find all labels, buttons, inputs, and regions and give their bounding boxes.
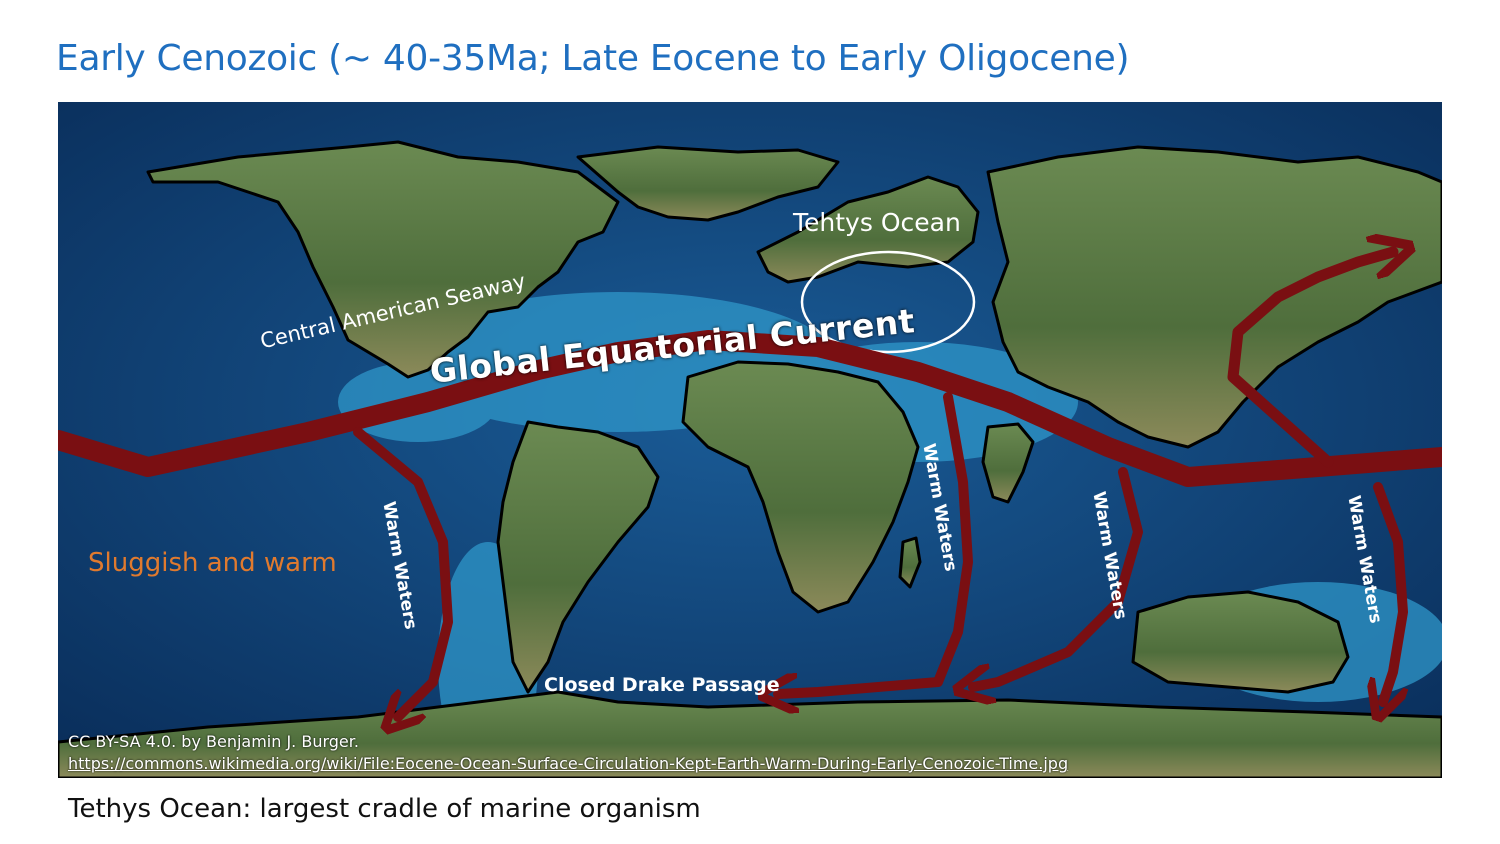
warm-water-arrow-indian	[973, 467, 1143, 687]
warm-water-arrow-atlantic	[353, 427, 453, 717]
caption: Tethys Ocean: largest cradle of marine o…	[68, 794, 701, 824]
asia-landmass	[986, 145, 1442, 449]
map-graphic	[58, 102, 1442, 778]
paleogeographic-map: Tehtys Ocean Central American Seaway Glo…	[58, 102, 1442, 778]
credit-line: CC BY-SA 4.0. by Benjamin J. Burger.	[68, 732, 359, 751]
greenland-landmass	[576, 145, 840, 222]
closed-drake-passage-label: Closed Drake Passage	[544, 674, 780, 696]
warm-water-arrow-east-africa	[778, 392, 973, 694]
current-arrows	[58, 252, 1442, 717]
tethys-ocean-label: Tehtys Ocean	[793, 208, 961, 237]
madagascar-landmass	[898, 536, 922, 589]
north-america-landmass	[146, 140, 620, 379]
south-america-landmass	[496, 420, 660, 694]
credit-url-link[interactable]: https://commons.wikimedia.org/wiki/File:…	[68, 754, 1068, 773]
page-title: Early Cenozoic (~ 40-35Ma; Late Eocene t…	[56, 38, 1130, 79]
africa-landmass	[681, 360, 920, 614]
global-equatorial-current	[58, 330, 1442, 487]
sluggish-and-warm-label: Sluggish and warm	[88, 548, 337, 578]
tethys-highlight-ellipse	[800, 250, 976, 354]
australia-landmass	[1131, 590, 1350, 694]
credit-url[interactable]: https://commons.wikimedia.org/wiki/File:…	[68, 754, 1069, 773]
india-landmass	[981, 422, 1035, 504]
warm-water-arrow-pacific-east	[1378, 482, 1403, 702]
pacific-loop-arrow	[1227, 252, 1393, 468]
